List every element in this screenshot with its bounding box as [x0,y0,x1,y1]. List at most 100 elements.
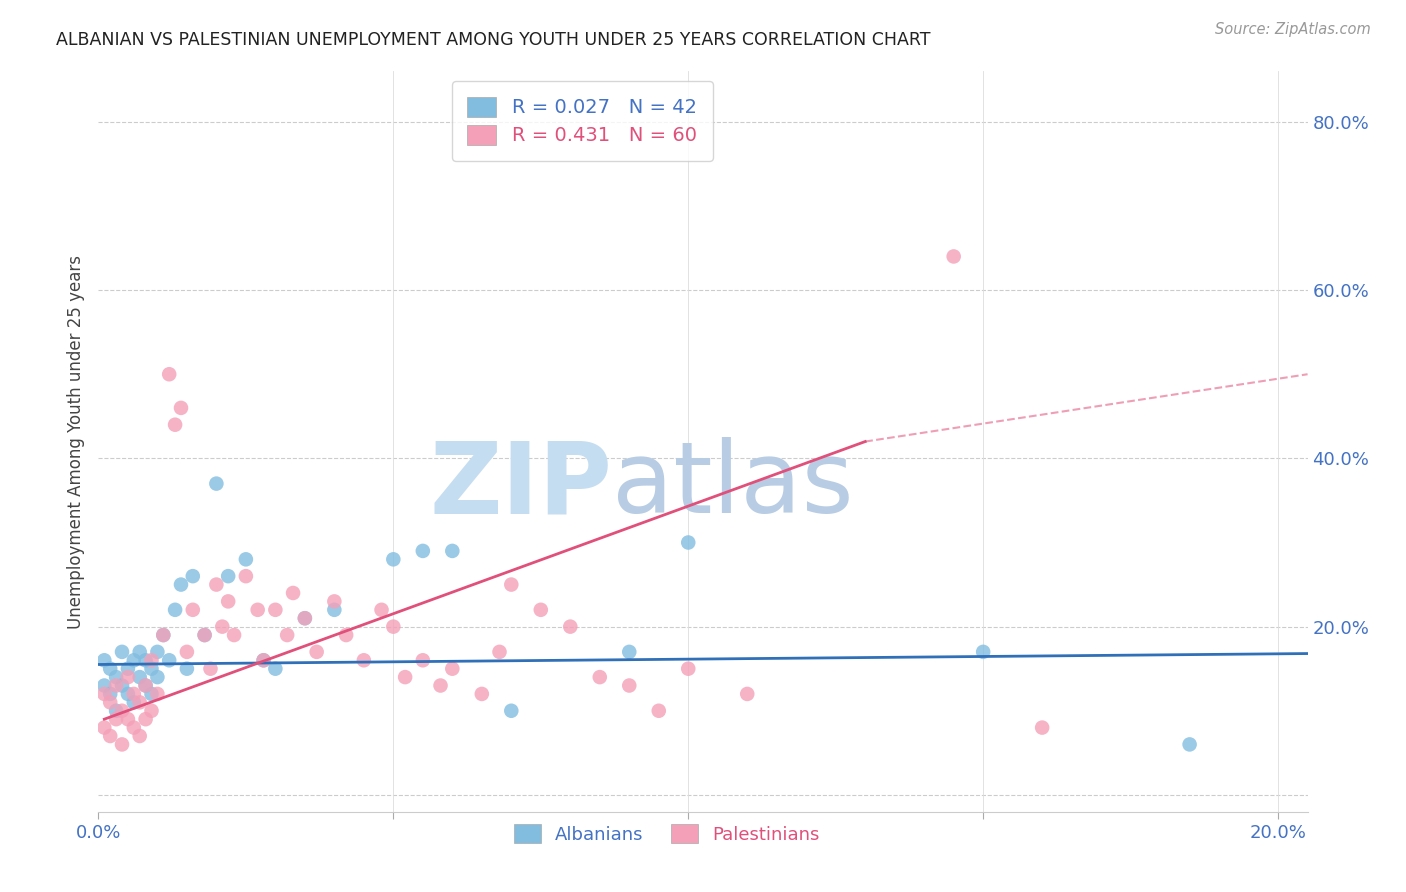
Point [128,695,150,709]
Point [1178,738,1201,752]
Point [200,662,222,676]
Point [170,577,193,591]
Point [93,679,115,693]
Point [252,653,274,667]
Point [205,577,228,591]
Point [1031,721,1053,735]
Point [294,611,316,625]
Point [93,653,115,667]
Point [501,704,523,718]
Point [122,687,145,701]
Point [429,679,451,693]
Point [211,619,233,633]
Point [98,695,121,709]
Point [135,679,157,693]
Point [382,552,405,566]
Point [235,569,257,583]
Point [323,594,346,608]
Point [146,645,169,659]
Point [353,653,375,667]
Point [370,603,392,617]
Point [589,670,612,684]
Point [122,653,145,667]
Point [222,628,245,642]
Point [678,535,700,549]
Point [141,653,163,667]
Text: atlas: atlas [613,437,853,534]
Point [176,662,198,676]
Point [105,712,128,726]
Point [165,417,187,432]
Legend: Albanians, Palestinians: Albanians, Palestinians [506,817,827,851]
Point [111,679,134,693]
Point [117,687,139,701]
Point [157,653,180,667]
Point [560,619,582,633]
Point [117,670,139,684]
Point [135,653,157,667]
Y-axis label: Unemployment Among Youth under 25 years: Unemployment Among Youth under 25 years [66,254,84,629]
Point [276,628,298,642]
Point [157,368,180,382]
Point [146,687,169,701]
Point [235,552,257,566]
Point [98,729,121,743]
Point [648,704,671,718]
Point [165,603,187,617]
Point [122,721,145,735]
Point [93,721,115,735]
Point [323,603,346,617]
Text: Source: ZipAtlas.com: Source: ZipAtlas.com [1215,22,1371,37]
Point [394,670,416,684]
Point [412,653,434,667]
Point [217,594,239,608]
Point [281,586,304,600]
Point [441,662,464,676]
Point [441,544,464,558]
Point [972,645,994,659]
Point [105,704,128,718]
Point [176,645,198,659]
Point [146,670,169,684]
Point [471,687,494,701]
Point [678,662,700,676]
Point [135,712,157,726]
Point [111,704,134,718]
Point [105,670,128,684]
Point [141,704,163,718]
Point [530,603,553,617]
Point [305,645,328,659]
Point [264,662,287,676]
Point [135,679,157,693]
Point [117,662,139,676]
Point [252,653,274,667]
Point [98,662,121,676]
Text: ALBANIAN VS PALESTINIAN UNEMPLOYMENT AMONG YOUTH UNDER 25 YEARS CORRELATION CHAR: ALBANIAN VS PALESTINIAN UNEMPLOYMENT AMO… [56,31,931,49]
Point [141,662,163,676]
Point [128,729,150,743]
Point [181,569,204,583]
Point [152,628,174,642]
Point [98,687,121,701]
Point [122,695,145,709]
Point [735,687,758,701]
Point [942,249,965,264]
Point [105,679,128,693]
Point [619,679,641,693]
Point [111,645,134,659]
Point [111,738,134,752]
Point [128,670,150,684]
Point [294,611,316,625]
Point [93,687,115,701]
Point [128,645,150,659]
Point [117,712,139,726]
Point [335,628,357,642]
Point [382,619,405,633]
Point [501,577,523,591]
Point [141,687,163,701]
Point [246,603,269,617]
Point [619,645,641,659]
Point [264,603,287,617]
Text: ZIP: ZIP [429,437,613,534]
Point [194,628,217,642]
